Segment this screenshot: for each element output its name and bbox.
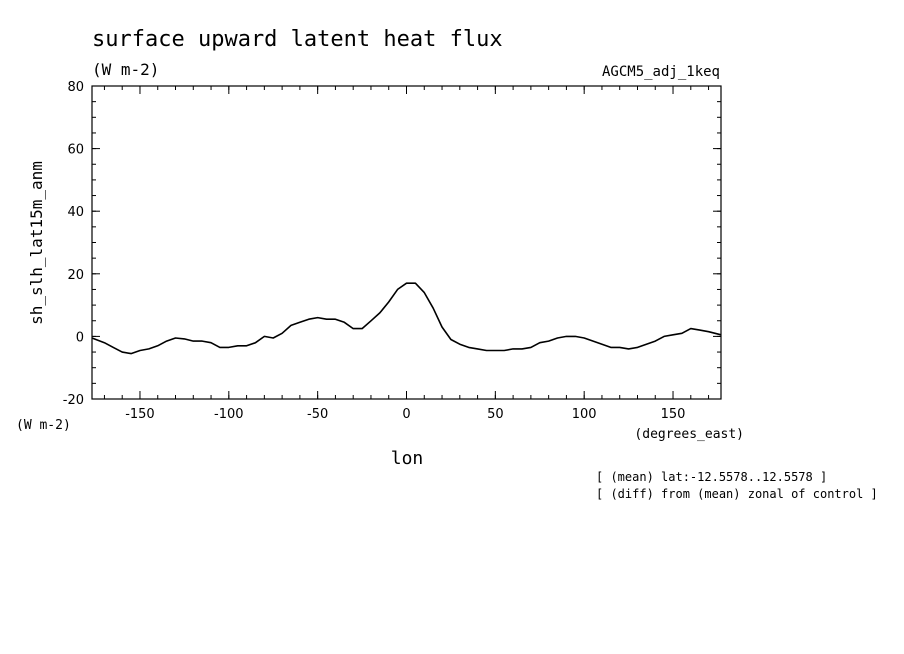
x-axis-units: (degrees_east) [634, 427, 744, 442]
y-tick-label: 60 [67, 143, 84, 158]
y-axis-units: (W m-2) [16, 418, 71, 433]
y-tick-label: 80 [67, 80, 84, 95]
x-tick-label: -100 [214, 407, 244, 422]
axes-group: -150 -100 -50 0 50 100 150 -20 0 20 40 60 80 [63, 80, 721, 422]
y-axis-label: sh_slh_lat15m_anm [27, 161, 46, 325]
series-line [91, 282, 722, 355]
plot-frame [91, 85, 722, 400]
x-tick-label: 100 [572, 407, 597, 422]
x-tick-label: -150 [125, 407, 155, 422]
y-tick-label: 40 [67, 205, 84, 220]
note-diff-from: [ (diff) from (mean) zonal of control ] [596, 487, 878, 501]
y-tick-label: 20 [67, 268, 84, 283]
run-name: AGCM5_adj_1keq [602, 64, 720, 80]
title-units: (W m-2) [92, 60, 159, 79]
x-axis-label: lon [391, 448, 424, 469]
x-tick-label: 0 [402, 407, 410, 422]
x-tick-label: 50 [487, 407, 504, 422]
x-tick-label: 150 [661, 407, 686, 422]
chart-title: surface upward latent heat flux [92, 27, 503, 52]
x-tick-label: -50 [307, 407, 328, 422]
y-tick-label: -20 [63, 393, 84, 408]
note-mean-lat: [ (mean) lat:-12.5578..12.5578 ] [596, 470, 827, 484]
y-tick-label: 0 [76, 330, 84, 345]
